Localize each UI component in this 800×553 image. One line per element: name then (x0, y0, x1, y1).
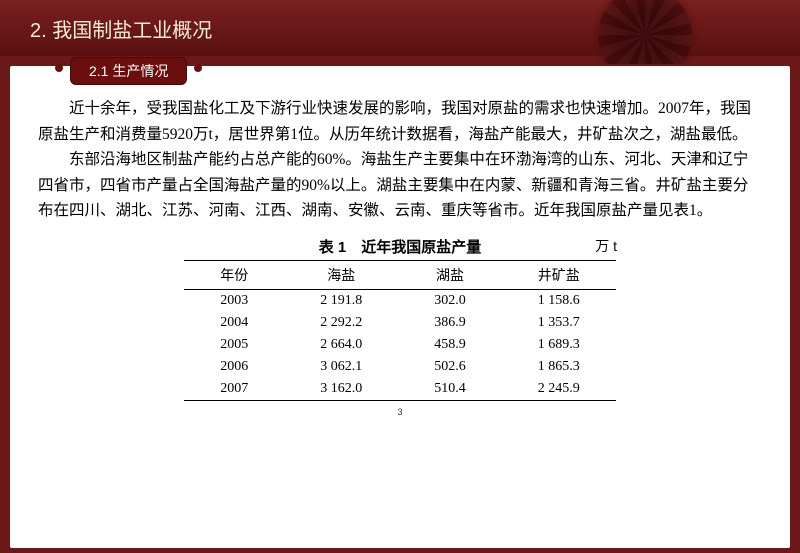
table-title: 表 1 近年我国原盐产量 万 t (38, 236, 762, 257)
table-row: 2003 2 191.8 302.0 1 158.6 (184, 289, 616, 312)
col-sea: 海盐 (284, 260, 398, 289)
paragraph-2: 东部沿海地区制盐产能约占总产能的60%。海盐生产主要集中在环渤海湾的山东、河北、… (38, 147, 762, 224)
content-panel: 2.1 生产情况 近十余年，受我国盐化工及下游行业快速发展的影响，我国对原盐的需… (8, 64, 792, 550)
data-table: 年份 海盐 湖盐 井矿盐 2003 2 191.8 302.0 1 158.6 … (184, 260, 616, 401)
table-row: 2004 2 292.2 386.9 1 353.7 (184, 312, 616, 334)
table-row: 2007 3 162.0 510.4 2 245.9 (184, 378, 616, 401)
table-row: 2005 2 664.0 458.9 1 689.3 (184, 334, 616, 356)
table-row: 2006 3 062.1 502.6 1 865.3 (184, 356, 616, 378)
slide-header: 2. 我国制盐工业概况 (0, 0, 800, 56)
table-header-row: 年份 海盐 湖盐 井矿盐 (184, 260, 616, 289)
body-text: 近十余年，受我国盐化工及下游行业快速发展的影响，我国对原盐的需求也快速增加。20… (38, 96, 762, 224)
table-unit: 万 t (595, 236, 617, 256)
col-year: 年份 (184, 260, 284, 289)
col-lake: 湖盐 (398, 260, 502, 289)
section-tab: 2.1 生产情况 (70, 57, 187, 85)
col-well: 井矿盐 (502, 260, 616, 289)
page-number: 3 (38, 407, 762, 417)
paragraph-1: 近十余年，受我国盐化工及下游行业快速发展的影响，我国对原盐的需求也快速增加。20… (38, 96, 762, 147)
table-block: 表 1 近年我国原盐产量 万 t 年份 海盐 湖盐 井矿盐 2003 2 191… (38, 236, 762, 401)
table-title-text: 表 1 近年我国原盐产量 (319, 239, 482, 256)
